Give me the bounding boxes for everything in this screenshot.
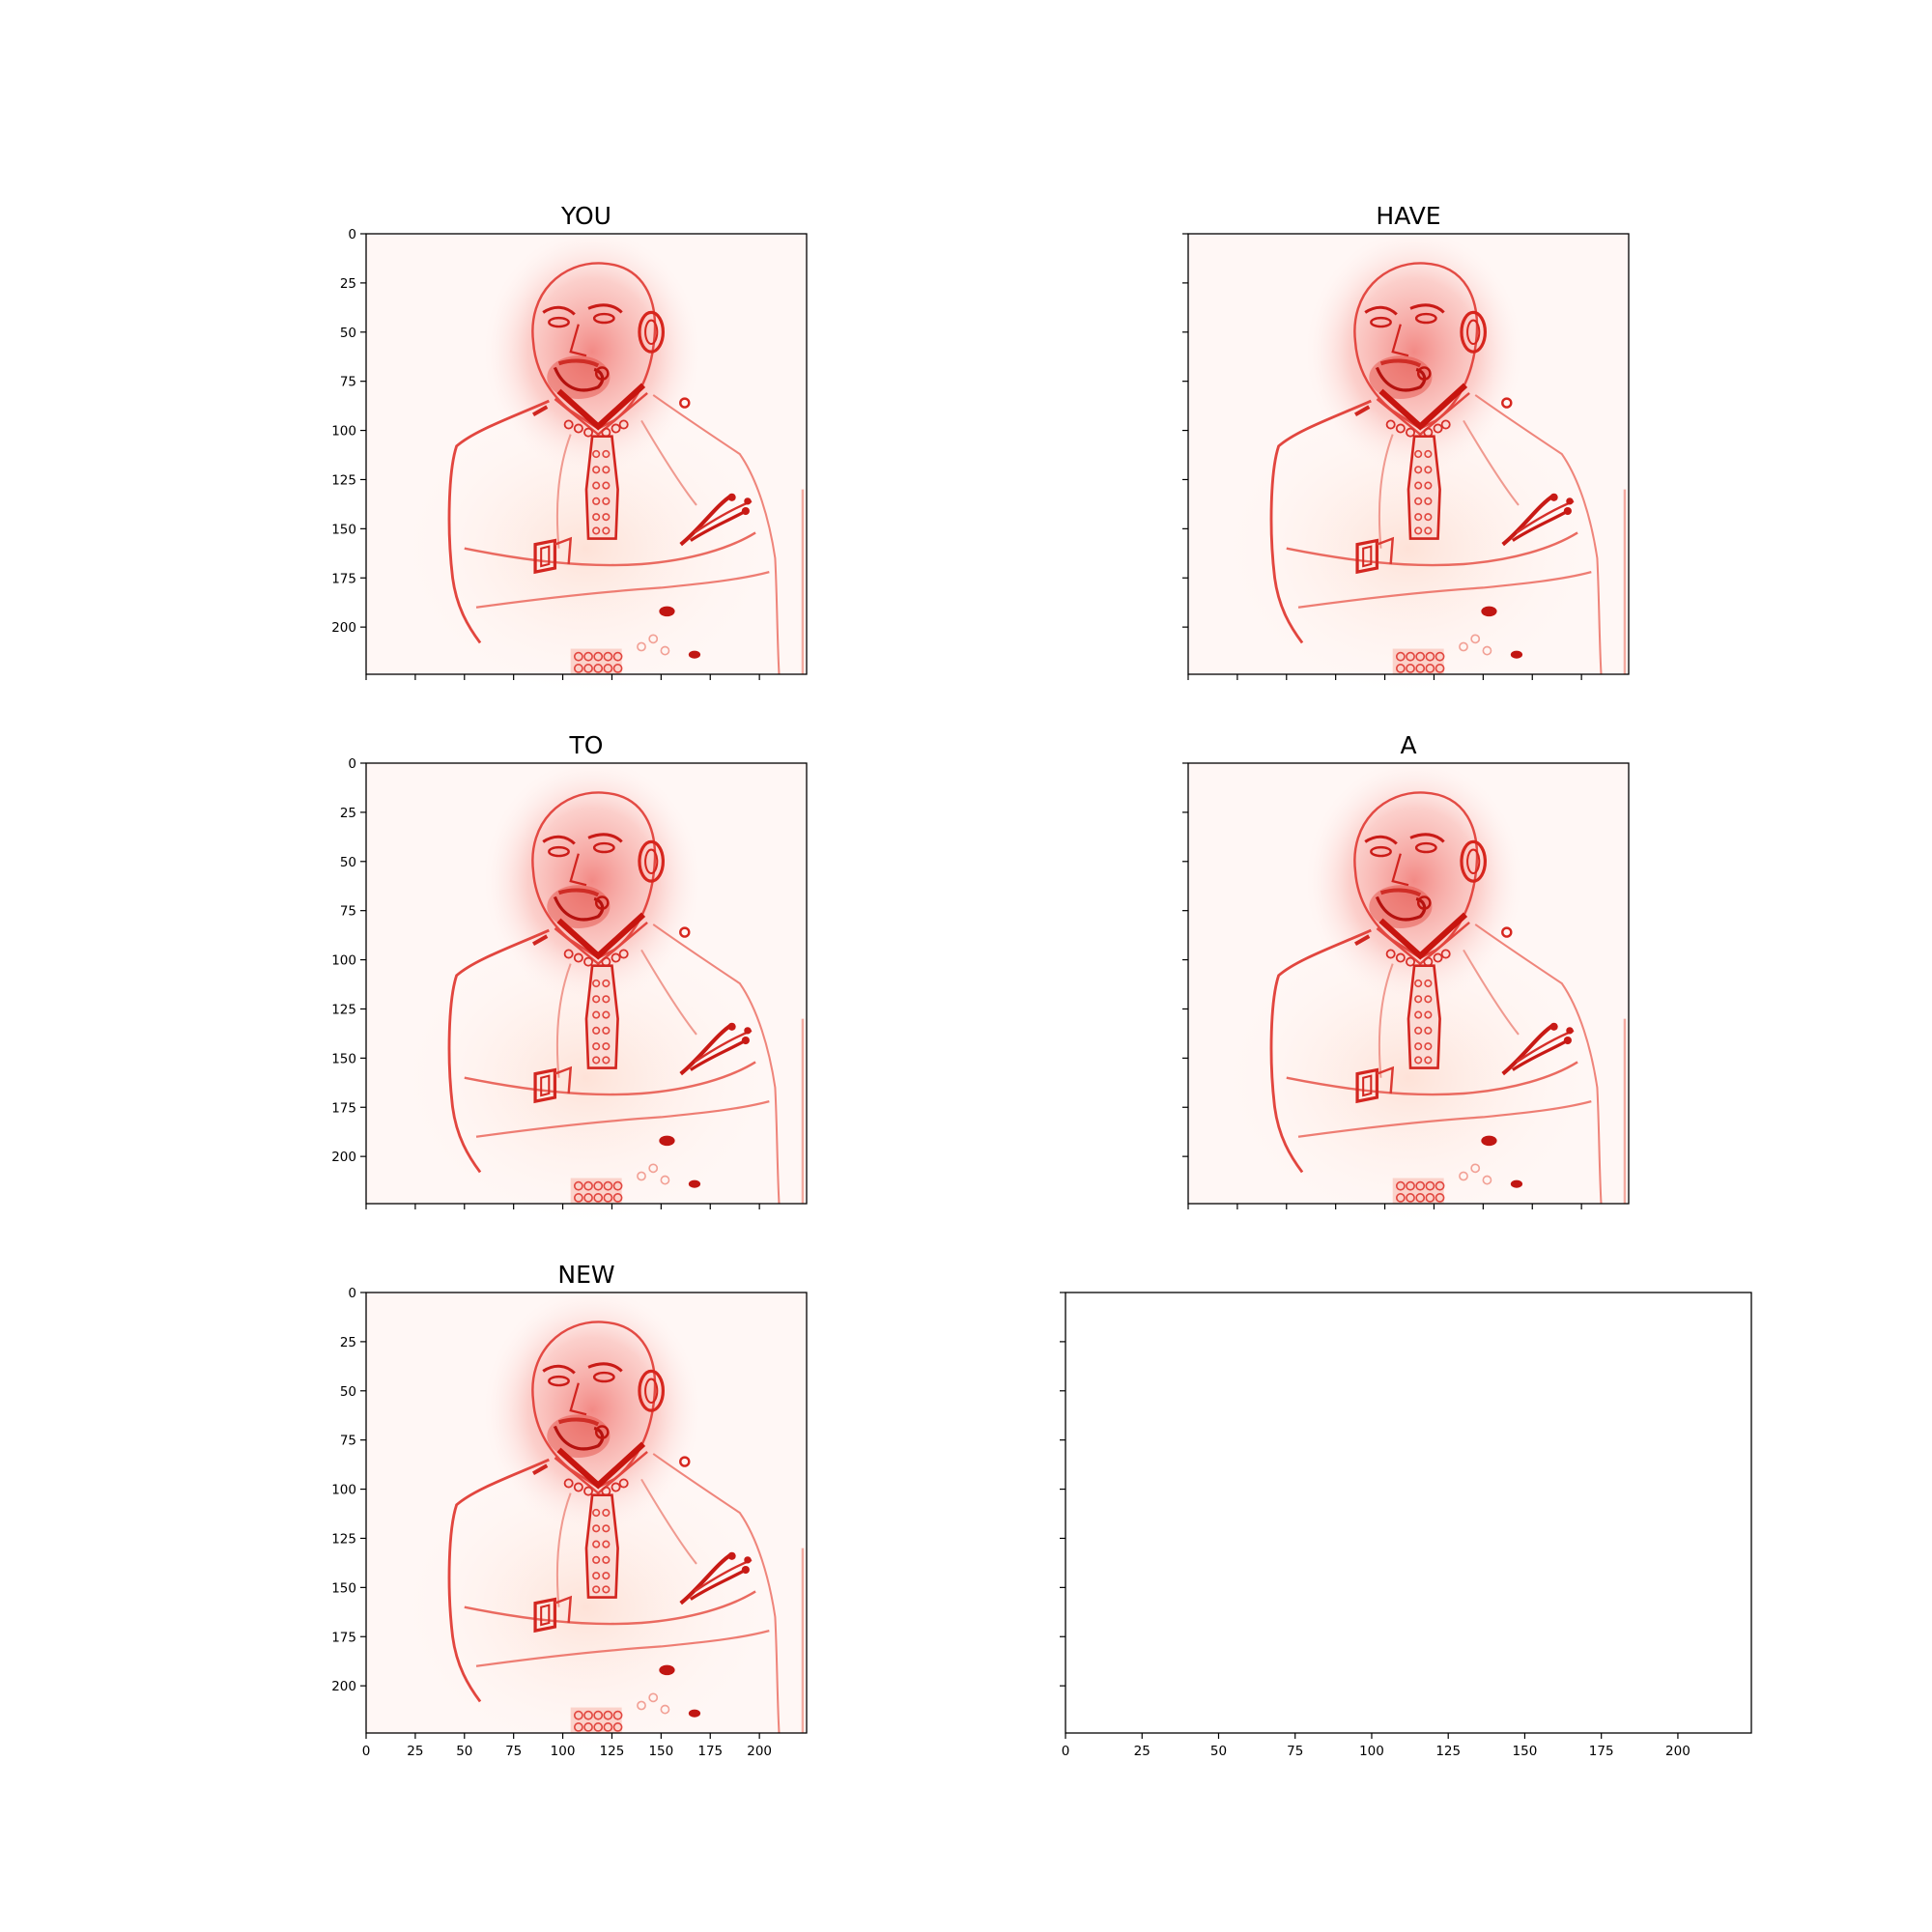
subplot-4: A [1182,731,1629,1225]
y-tick-label: 150 [331,1580,356,1596]
y-tick-label: 100 [331,424,356,440]
empty-axes-background [1065,1293,1751,1733]
x-tick-label: 175 [1589,1744,1614,1759]
subplot-title: NEW [557,1261,614,1289]
axes-frame [1187,233,1630,675]
subplot-2: HAVE [1182,202,1629,696]
y-tick-label: 0 [348,756,356,772]
x-tick-label: 25 [407,1744,423,1759]
axes-frame [365,1292,808,1734]
x-tick-label: 50 [1210,1744,1227,1759]
saliency-heatmap-image [1188,759,1629,1225]
y-tick-label: 25 [340,276,356,292]
subplot-3: TO 0 25 50 75 100 125 150 175 200 [331,731,807,1225]
y-tick-label: 50 [340,1384,356,1400]
subplot-1: YOU 0 25 50 75 100 125 150 175 200 [331,202,807,696]
y-tick-label: 0 [348,1286,356,1301]
axes-frame [365,762,808,1205]
y-tick-label: 100 [331,953,356,969]
x-tick-label: 25 [1134,1744,1151,1759]
x-tick-label: 75 [505,1744,522,1759]
y-tick-label: 50 [340,326,356,341]
x-tick-label: 150 [1513,1744,1538,1759]
x-tick-label: 75 [1287,1744,1303,1759]
y-tick-label: 175 [331,1100,356,1116]
y-tick-label: 100 [331,1483,356,1498]
y-tick-label: 150 [331,1051,356,1066]
subplot-title: HAVE [1376,202,1440,230]
axes-frame [365,233,808,675]
x-tick-label: 100 [551,1744,576,1759]
y-tick-label: 125 [331,472,356,488]
x-tick-label: 100 [1359,1744,1384,1759]
saliency-heatmap-image [366,230,807,696]
x-tick-label: 150 [648,1744,673,1759]
y-tick-label: 125 [331,1002,356,1017]
y-tick-label: 175 [331,571,356,586]
saliency-heatmap-image [366,759,807,1225]
y-tick-label: 200 [331,620,356,636]
y-tick-label: 25 [340,806,356,821]
y-tick-label: 200 [331,1679,356,1694]
subplot-title: A [1400,731,1416,759]
subplot-title: TO [569,731,604,759]
axes-frame [1065,1292,1752,1734]
x-tick-label: 0 [362,1744,371,1759]
saliency-heatmap-image [366,1289,807,1754]
y-tick-label: 75 [340,904,356,920]
y-tick-label: 50 [340,855,356,870]
x-tick-label: 200 [747,1744,772,1759]
x-tick-label: 125 [600,1744,625,1759]
y-tick-label: 75 [340,375,356,390]
y-tick-label: 150 [331,522,356,537]
y-tick-label: 175 [331,1630,356,1645]
subplot-title: YOU [560,202,611,230]
x-tick-label: 0 [1062,1744,1070,1759]
x-tick-label: 125 [1435,1744,1461,1759]
axes-frame [1187,762,1630,1205]
y-tick-label: 25 [340,1335,356,1350]
x-tick-label: 175 [697,1744,723,1759]
subplot-6: 0 25 50 75 100 125 150 175 200 [1060,1292,1752,1759]
x-tick-label: 200 [1665,1744,1690,1759]
subplot-5: NEW 0 25 50 75 100 125 150 175 200 0 25 50 75 100 125 15… [331,1261,807,1759]
y-tick-label: 125 [331,1531,356,1547]
saliency-heatmap-image [1188,230,1629,696]
x-tick-label: 50 [456,1744,472,1759]
y-tick-label: 200 [331,1150,356,1165]
y-tick-label: 0 [348,227,356,242]
y-tick-label: 75 [340,1434,356,1449]
